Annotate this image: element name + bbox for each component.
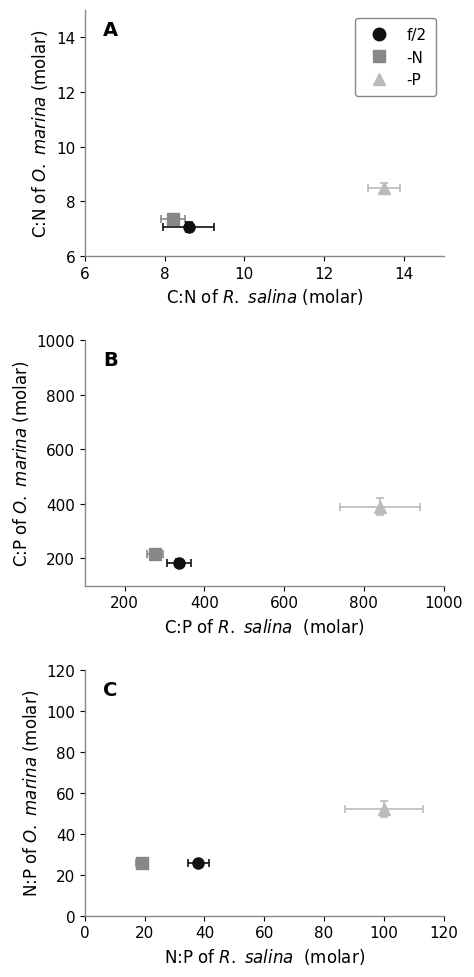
- Legend: f/2, -N, -P: f/2, -N, -P: [355, 19, 436, 98]
- Text: C: C: [103, 680, 117, 699]
- Text: B: B: [103, 351, 118, 369]
- X-axis label: C:N of $\it{R.\ salina}$ (molar): C:N of $\it{R.\ salina}$ (molar): [165, 287, 363, 307]
- X-axis label: C:P of $\it{R.\ salina}$  (molar): C:P of $\it{R.\ salina}$ (molar): [164, 616, 365, 636]
- Y-axis label: C:P of $\it{O.\ marina}$ (molar): C:P of $\it{O.\ marina}$ (molar): [11, 361, 31, 567]
- Y-axis label: C:N of $\it{O.\ marina}$ (molar): C:N of $\it{O.\ marina}$ (molar): [30, 29, 50, 238]
- Text: A: A: [103, 21, 118, 40]
- X-axis label: N:P of $\it{R.\ salina}$  (molar): N:P of $\it{R.\ salina}$ (molar): [164, 946, 365, 966]
- Y-axis label: N:P of $\it{O.\ marina}$ (molar): N:P of $\it{O.\ marina}$ (molar): [21, 690, 41, 896]
